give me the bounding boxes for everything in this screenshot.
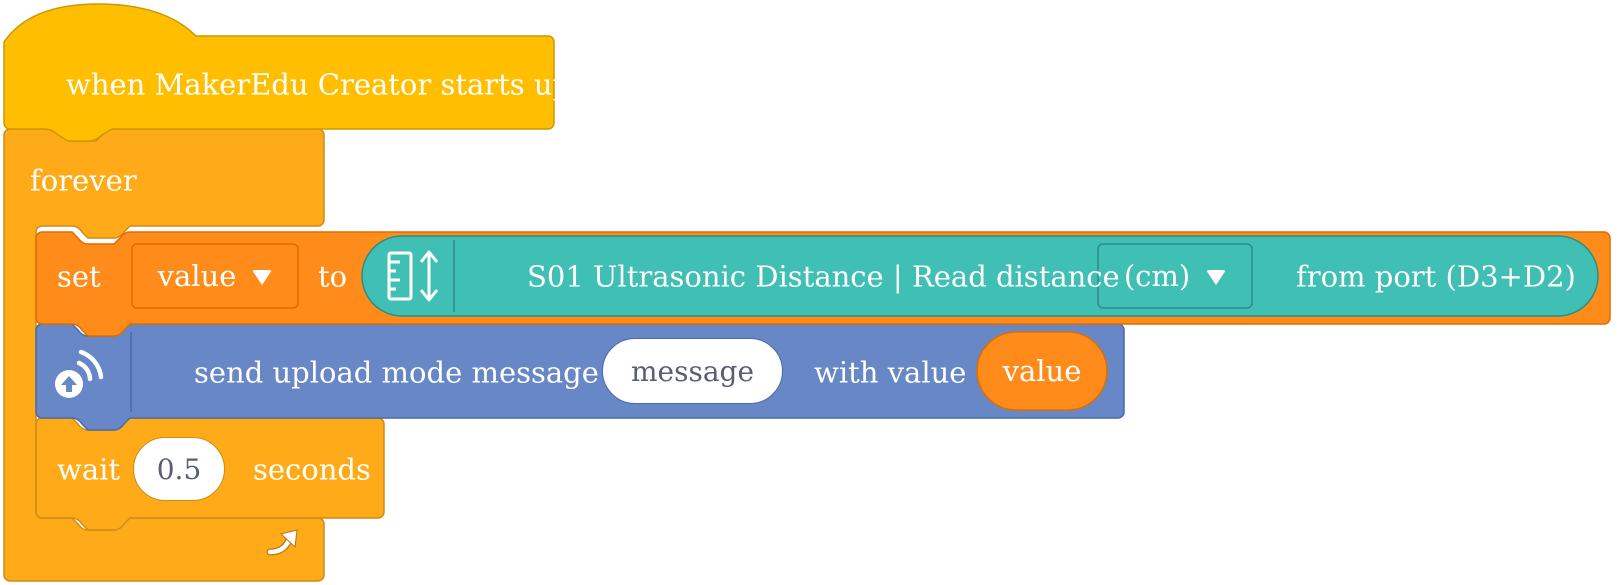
sensor-label: S01 Ultrasonic Distance | Read distance (527, 259, 1120, 294)
chevron-down-icon (1206, 269, 1227, 285)
loop-arrow-icon (266, 529, 298, 556)
port-label: from port (D3+D2) (1296, 259, 1576, 294)
to-label: to (318, 259, 348, 294)
variable-dropdown-value: value (157, 259, 237, 293)
upload-wifi-icon (55, 349, 104, 398)
seconds-input-value: 0.5 (156, 452, 202, 486)
unit-dropdown-bg (1097, 243, 1253, 309)
wait-label: wait (57, 452, 121, 487)
chevron-down-icon (252, 269, 273, 285)
value-variable-reporter[interactable] (976, 331, 1108, 411)
upload-message-block[interactable] (35, 323, 1125, 431)
when-starts-up-hat-block[interactable] (3, 3, 555, 142)
message-input-value: message (630, 354, 755, 388)
unit-dropdown-value: (cm) (1123, 259, 1191, 293)
upload-block-label: send upload mode message (194, 355, 599, 390)
forever-label: forever (30, 163, 137, 198)
unit-dropdown[interactable]: (cm) (1098, 244, 1252, 308)
ruler-distance-icon (387, 250, 439, 302)
value-reporter-text-wrap: value (977, 332, 1107, 410)
message-input[interactable]: message (602, 338, 783, 404)
ultrasonic-sensor-reporter[interactable] (361, 235, 1599, 317)
with-value-label: with value (814, 355, 967, 390)
seconds-input[interactable]: 0.5 (133, 437, 225, 501)
seconds-label: seconds (253, 452, 371, 487)
set-label: set (57, 259, 101, 294)
variable-dropdown[interactable]: value (132, 244, 298, 308)
variable-dropdown-bg (131, 243, 299, 309)
hat-block-label: when MakerEdu Creator starts up (66, 67, 572, 102)
value-reporter-label: value (1002, 354, 1082, 388)
